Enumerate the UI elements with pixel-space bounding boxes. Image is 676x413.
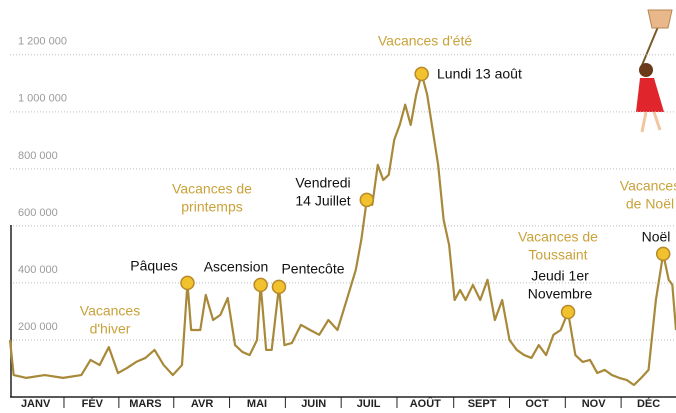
x-tick-label: AOÛT	[410, 397, 441, 408]
holiday-label: Vacances	[620, 178, 676, 194]
holiday-label: d'hiver	[90, 321, 131, 337]
y-tick-label: 800 000	[18, 150, 58, 162]
event-label: Noël	[642, 229, 671, 245]
x-tick-label: NOV	[582, 398, 607, 408]
y-tick-label: 1 000 000	[18, 93, 67, 105]
event-label: Vendredi	[295, 175, 350, 191]
x-tick-label: JUIN	[301, 398, 326, 408]
y-tick-label: 600 000	[18, 207, 58, 219]
y-tick-label: 200 000	[18, 321, 58, 333]
holiday-label: Vacances d'été	[378, 33, 472, 49]
line	[8, 72, 676, 387]
event-marker	[414, 66, 429, 82]
holiday-label: Vacances de	[172, 181, 252, 197]
event-marker	[271, 279, 287, 295]
event-label: Lundi 13 août	[437, 66, 522, 82]
holiday-label: Toussaint	[528, 247, 587, 263]
event-label: Ascension	[204, 259, 269, 275]
y-tick-label: 1 200 000	[18, 36, 67, 48]
event-marker	[180, 275, 195, 291]
x-tick-label: AVR	[191, 398, 213, 408]
event-marker	[253, 277, 268, 293]
x-tick-label: OCT	[525, 398, 549, 408]
event-marker	[655, 246, 671, 262]
event-label: Novembre	[528, 286, 593, 302]
x-tick-label: JUIL	[357, 398, 381, 408]
x-tick-label: JANV	[21, 398, 51, 408]
event-marker	[359, 192, 375, 208]
holiday-label: de Noël	[626, 196, 674, 212]
x-tick-label: DÉC	[637, 397, 660, 408]
holiday-label: Vacances	[80, 303, 140, 319]
event-label: Jeudi 1er	[531, 268, 589, 284]
x-tick-label: MAI	[247, 398, 267, 408]
event-label: 14 Juillet	[295, 193, 350, 209]
holiday-label: printemps	[181, 199, 242, 215]
y-tick-label: 400 000	[18, 264, 58, 276]
illustration	[636, 9, 673, 133]
x-tick-label: MARS	[129, 398, 161, 408]
event-marker	[560, 304, 576, 320]
x-tick-label: SEPT	[468, 398, 497, 408]
event-label: Pentecôte	[281, 261, 344, 277]
holiday-label: Vacances de	[518, 229, 598, 245]
event-label: Pâques	[130, 258, 177, 274]
x-tick-label: FÉV	[82, 397, 104, 408]
